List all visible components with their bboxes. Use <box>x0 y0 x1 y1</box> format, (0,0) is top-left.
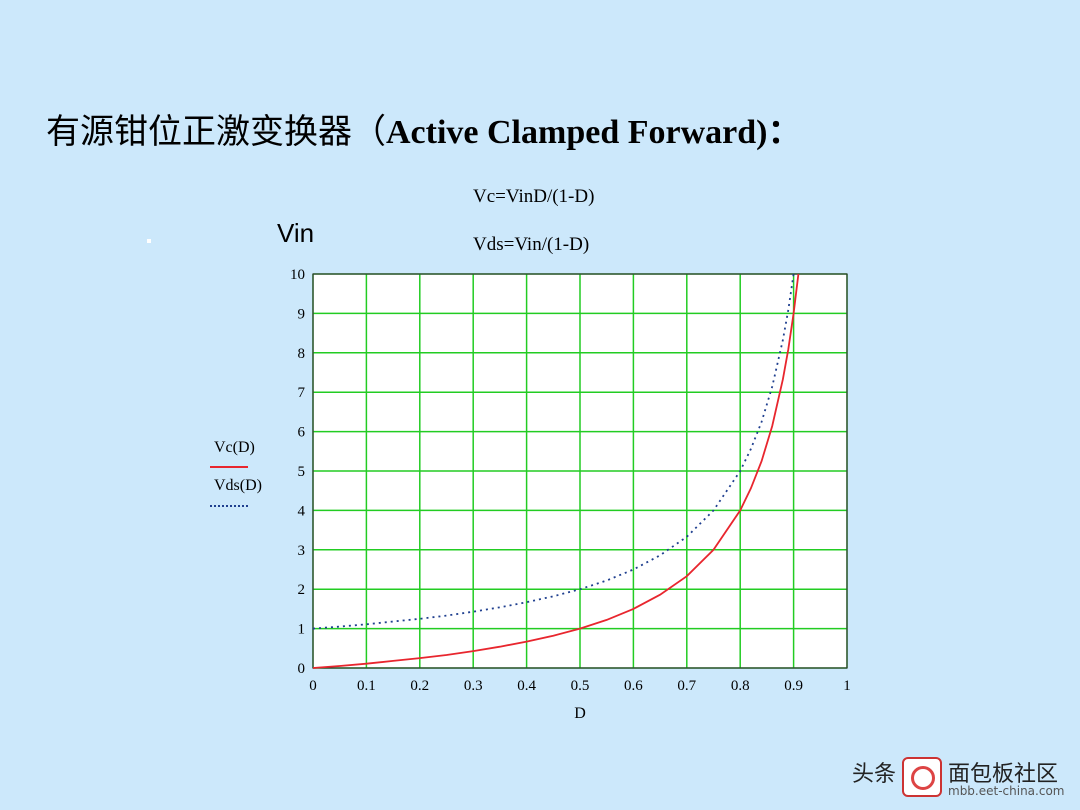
x-tick-label-1: 0.1 <box>357 678 376 694</box>
x-tick-label-9: 0.9 <box>784 678 803 694</box>
x-tick-label-8: 0.8 <box>731 678 750 694</box>
watermark-right: 面包板社区 <box>948 762 1059 787</box>
legend-vds-swatch <box>210 505 248 507</box>
y-tick-label-8: 8 <box>298 346 306 362</box>
series-line-vc <box>313 273 800 669</box>
formula-vc: Vc=VinD/(1-D) <box>473 186 595 207</box>
y-tick-label-10: 10 <box>290 267 305 283</box>
x-tick-label-7: 0.7 <box>677 678 696 694</box>
slide-title: 有源钳位正激变换器（Vc(D)Active Clamped Forward)： <box>46 104 801 153</box>
y-tick-label-6: 6 <box>298 425 306 441</box>
y-tick-label-2: 2 <box>298 582 306 598</box>
watermark-left: 头条 <box>852 762 897 787</box>
y-tick-label-1: 1 <box>298 622 306 638</box>
formula-vds: Vds=Vin/(1-D) <box>473 234 590 255</box>
y-tick-label-5: 5 <box>298 464 306 480</box>
x-tick-label-2: 0.2 <box>410 678 429 694</box>
legend-vc-swatch <box>210 466 248 468</box>
x-tick-label-6: 0.6 <box>624 678 643 694</box>
y-tick-label-7: 7 <box>298 385 306 401</box>
y-tick-label-4: 4 <box>298 503 306 519</box>
title-end: )： <box>756 114 802 151</box>
title-english-text: Active Clamped Forward <box>386 114 757 151</box>
x-tick-label-0: 0 <box>309 678 317 694</box>
watermark-logo-icon <box>902 756 943 797</box>
x-tick-label-5: 0.5 <box>571 678 590 694</box>
x-tick-label-3: 0.3 <box>464 678 483 694</box>
x-tick-label-10: 1 <box>843 678 851 694</box>
y-tick-label-9: 9 <box>298 306 306 322</box>
x-tick-label-4: 0.4 <box>517 678 536 694</box>
legend-vc-label: Vc(D) <box>214 439 255 456</box>
watermark: 头条 面包板社区 mbb.eet-china.com <box>852 756 1064 798</box>
x-axis-label: D <box>574 705 586 722</box>
legend-vds-label: Vds(D) <box>214 477 262 494</box>
series-line-vds <box>313 273 795 630</box>
y-tick-label-3: 3 <box>298 543 306 559</box>
watermark-url: mbb.eet-china.com <box>948 784 1065 798</box>
plot-border <box>312 273 848 669</box>
y-tick-label-0: 0 <box>298 661 306 677</box>
chart-title: Vin <box>277 218 315 248</box>
title-chinese: 有源钳位正激变换器（ <box>46 114 386 151</box>
bullet-marker <box>147 239 151 243</box>
